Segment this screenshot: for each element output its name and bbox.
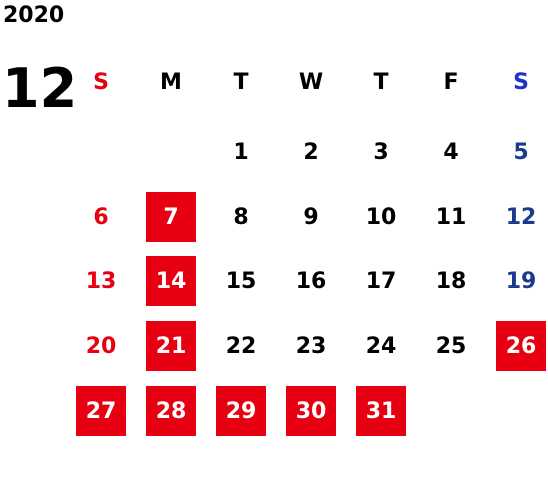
day-cell: 13 <box>85 268 117 294</box>
day-cell: 24 <box>365 333 397 359</box>
day-cell: 4 <box>443 139 459 165</box>
weekday-header-sun: S <box>93 69 109 95</box>
day-cell: 8 <box>233 204 249 230</box>
day-cell: 20 <box>85 333 117 359</box>
holiday-day-cell: 29 <box>216 386 266 436</box>
day-cell: 19 <box>505 268 537 294</box>
weekday-header-mon: M <box>160 69 182 95</box>
holiday-day-cell: 30 <box>286 386 336 436</box>
day-cell: 23 <box>295 333 327 359</box>
day-cell: 11 <box>435 204 467 230</box>
weekday-header-tue: T <box>233 69 249 95</box>
weekday-header-thu: T <box>373 69 389 95</box>
weekday-header-wed: W <box>298 69 324 95</box>
year-label: 2020 <box>3 3 65 28</box>
day-cell: 6 <box>93 204 109 230</box>
day-cell: 1 <box>233 139 249 165</box>
day-cell: 3 <box>373 139 389 165</box>
month-number: 12 <box>2 57 78 120</box>
day-cell: 15 <box>225 268 257 294</box>
day-cell: 22 <box>225 333 257 359</box>
holiday-day-cell: 26 <box>496 321 546 371</box>
holiday-day-cell: 14 <box>146 256 196 306</box>
weekday-header-fri: F <box>443 69 459 95</box>
day-cell: 17 <box>365 268 397 294</box>
holiday-day-cell: 21 <box>146 321 196 371</box>
holiday-day-cell: 7 <box>146 192 196 242</box>
holiday-day-cell: 28 <box>146 386 196 436</box>
day-cell: 2 <box>303 139 319 165</box>
day-cell: 9 <box>303 204 319 230</box>
day-cell: 12 <box>505 204 537 230</box>
day-cell: 25 <box>435 333 467 359</box>
day-cell: 10 <box>365 204 397 230</box>
holiday-day-cell: 27 <box>76 386 126 436</box>
day-cell: 5 <box>513 139 529 165</box>
day-cell: 18 <box>435 268 467 294</box>
weekday-header-sat: S <box>513 69 529 95</box>
holiday-day-cell: 31 <box>356 386 406 436</box>
day-cell: 16 <box>295 268 327 294</box>
